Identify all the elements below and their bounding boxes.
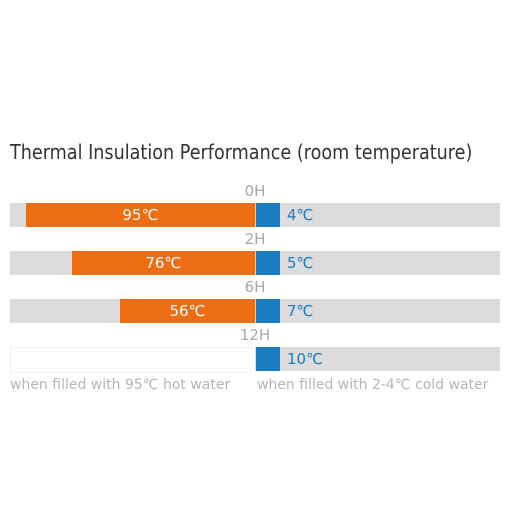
cold-value-label: 4℃ <box>287 206 314 224</box>
hot-value-label: 56℃ <box>169 302 206 320</box>
cold-value-label: 5℃ <box>287 254 314 272</box>
cold-bar <box>256 251 280 275</box>
cold-bar <box>256 347 280 371</box>
time-label: 2H <box>244 230 266 248</box>
cold-track <box>255 347 500 371</box>
hot-value-label: 76℃ <box>145 254 182 272</box>
hot-track-empty <box>10 347 254 373</box>
time-label: 12H <box>239 326 271 344</box>
cold-series-legend: when filled with 2-4℃ cold water <box>257 377 489 393</box>
cold-track <box>255 299 500 323</box>
cold-track <box>255 251 500 275</box>
time-label: 6H <box>244 278 266 296</box>
cold-value-label: 10℃ <box>287 350 323 368</box>
cold-bar <box>256 203 280 227</box>
hot-bar <box>119 299 255 323</box>
hot-value-label: 95℃ <box>122 206 159 224</box>
chart-title: Thermal Insulation Performance (room tem… <box>10 140 473 164</box>
hot-bar <box>25 203 255 227</box>
cold-bar <box>256 299 280 323</box>
cold-value-label: 7℃ <box>287 302 314 320</box>
hot-bar <box>71 251 255 275</box>
cold-track <box>255 203 500 227</box>
hot-series-legend: when filled with 95℃ hot water <box>10 377 231 393</box>
time-label: 0H <box>244 182 266 200</box>
